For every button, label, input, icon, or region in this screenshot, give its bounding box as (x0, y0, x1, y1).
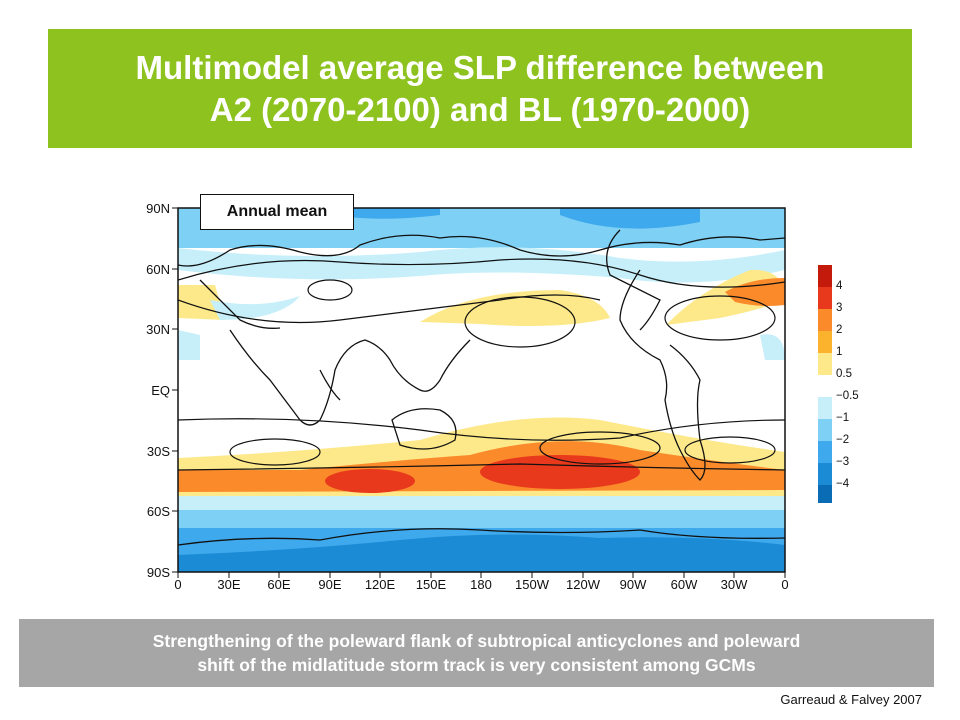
lat-label: EQ (151, 383, 170, 398)
lat-label: 90N (146, 201, 170, 216)
lat-label: 60N (146, 262, 170, 277)
lon-label: 120E (364, 577, 396, 592)
shaded-field (178, 208, 785, 572)
lon-label: 90E (318, 577, 342, 592)
summary-line-1: Strengthening of the poleward flank of s… (152, 631, 801, 651)
lat-tick-marks (172, 207, 178, 573)
colorbar-swatch (818, 265, 832, 287)
coastlines (178, 229, 785, 546)
colorbar-label: 0.5 (836, 368, 852, 380)
colorbar-swatch (818, 331, 832, 353)
colorbar-label: 1 (836, 346, 843, 358)
colorbar-label: −3 (836, 456, 850, 468)
lon-tick-marks (177, 572, 786, 578)
colorbar-label: 2 (836, 324, 843, 336)
colorbar-swatch (818, 485, 832, 503)
slide-title: Multimodel average SLP difference betwee… (48, 29, 912, 148)
map-svg (172, 207, 832, 578)
colorbar-swatch (818, 309, 832, 331)
title-line-2: A2 (2070-2100) and BL (1970-2000) (209, 90, 751, 128)
lon-label: 0 (781, 577, 789, 592)
colorbar-label: −0.5 (836, 390, 859, 402)
summary-line-2: shift of the midlatitude storm track is … (197, 655, 756, 675)
lon-label: 90W (619, 577, 647, 592)
lat-label: 90S (146, 565, 170, 580)
lon-label: 150E (415, 577, 447, 592)
colorbar (818, 265, 832, 503)
colorbar-label: −2 (836, 434, 850, 446)
colorbar-label: −4 (836, 478, 850, 490)
summary-banner: Strengthening of the poleward flank of s… (19, 619, 934, 687)
lon-label: 0 (174, 577, 182, 592)
colorbar-swatch (818, 397, 832, 419)
colorbar-swatch (818, 463, 832, 485)
lat-label: 60S (146, 504, 170, 519)
colorbar-swatch (818, 353, 832, 375)
lon-label: 30W (720, 577, 748, 592)
lon-label: 60E (267, 577, 291, 592)
lon-label: 120W (566, 577, 600, 592)
colorbar-label: 4 (836, 280, 843, 292)
colorbar-swatch (818, 441, 832, 463)
colorbar-swatch (818, 419, 832, 441)
colorbar-label: 3 (836, 302, 843, 314)
lon-label: 150W (515, 577, 549, 592)
colorbar-label: −1 (836, 412, 850, 424)
title-line-1: Multimodel average SLP difference betwee… (135, 48, 825, 86)
panel-label: Annual mean (200, 194, 354, 230)
lon-label: 180 (470, 577, 492, 592)
lon-label: 30E (217, 577, 241, 592)
colorbar-swatch (818, 287, 832, 309)
citation: Garreaud & Falvey 2007 (780, 692, 922, 707)
slp-difference-map-figure: 90N 60N 30N EQ 30S 60S 90S 0 30E 60E 90E… (146, 194, 859, 592)
lon-label: 60W (670, 577, 698, 592)
lat-label: 30N (146, 322, 170, 337)
pressure-contours (178, 258, 785, 471)
lat-label: 30S (146, 444, 170, 459)
